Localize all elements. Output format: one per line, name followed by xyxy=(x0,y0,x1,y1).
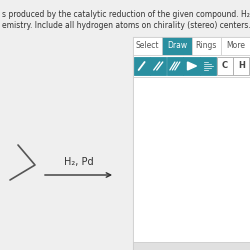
Bar xyxy=(133,55,250,77)
Text: H: H xyxy=(238,62,245,70)
Text: Select: Select xyxy=(136,42,160,50)
Bar xyxy=(233,57,250,75)
Bar xyxy=(217,57,233,75)
Bar xyxy=(221,37,250,55)
Bar xyxy=(134,57,150,75)
Bar xyxy=(133,37,162,55)
Text: C: C xyxy=(222,62,228,70)
Bar xyxy=(167,57,183,75)
Bar xyxy=(200,57,216,75)
Bar xyxy=(192,37,221,55)
Text: More: More xyxy=(226,42,245,50)
Text: H₂, Pd: H₂, Pd xyxy=(64,157,93,167)
Bar xyxy=(184,57,200,75)
Text: s produced by the catalytic reduction of the given compound. H₂  is in ex: s produced by the catalytic reduction of… xyxy=(2,10,250,19)
Bar xyxy=(162,37,192,55)
Bar xyxy=(133,37,250,250)
Bar xyxy=(150,57,166,75)
Text: Draw: Draw xyxy=(167,42,187,50)
Polygon shape xyxy=(188,62,196,70)
Text: emistry. Include all hydrogen atoms on chirality (stereo) centers.: emistry. Include all hydrogen atoms on c… xyxy=(2,21,250,30)
Text: Rings: Rings xyxy=(196,42,217,50)
Bar xyxy=(133,77,250,242)
Bar xyxy=(133,242,250,250)
